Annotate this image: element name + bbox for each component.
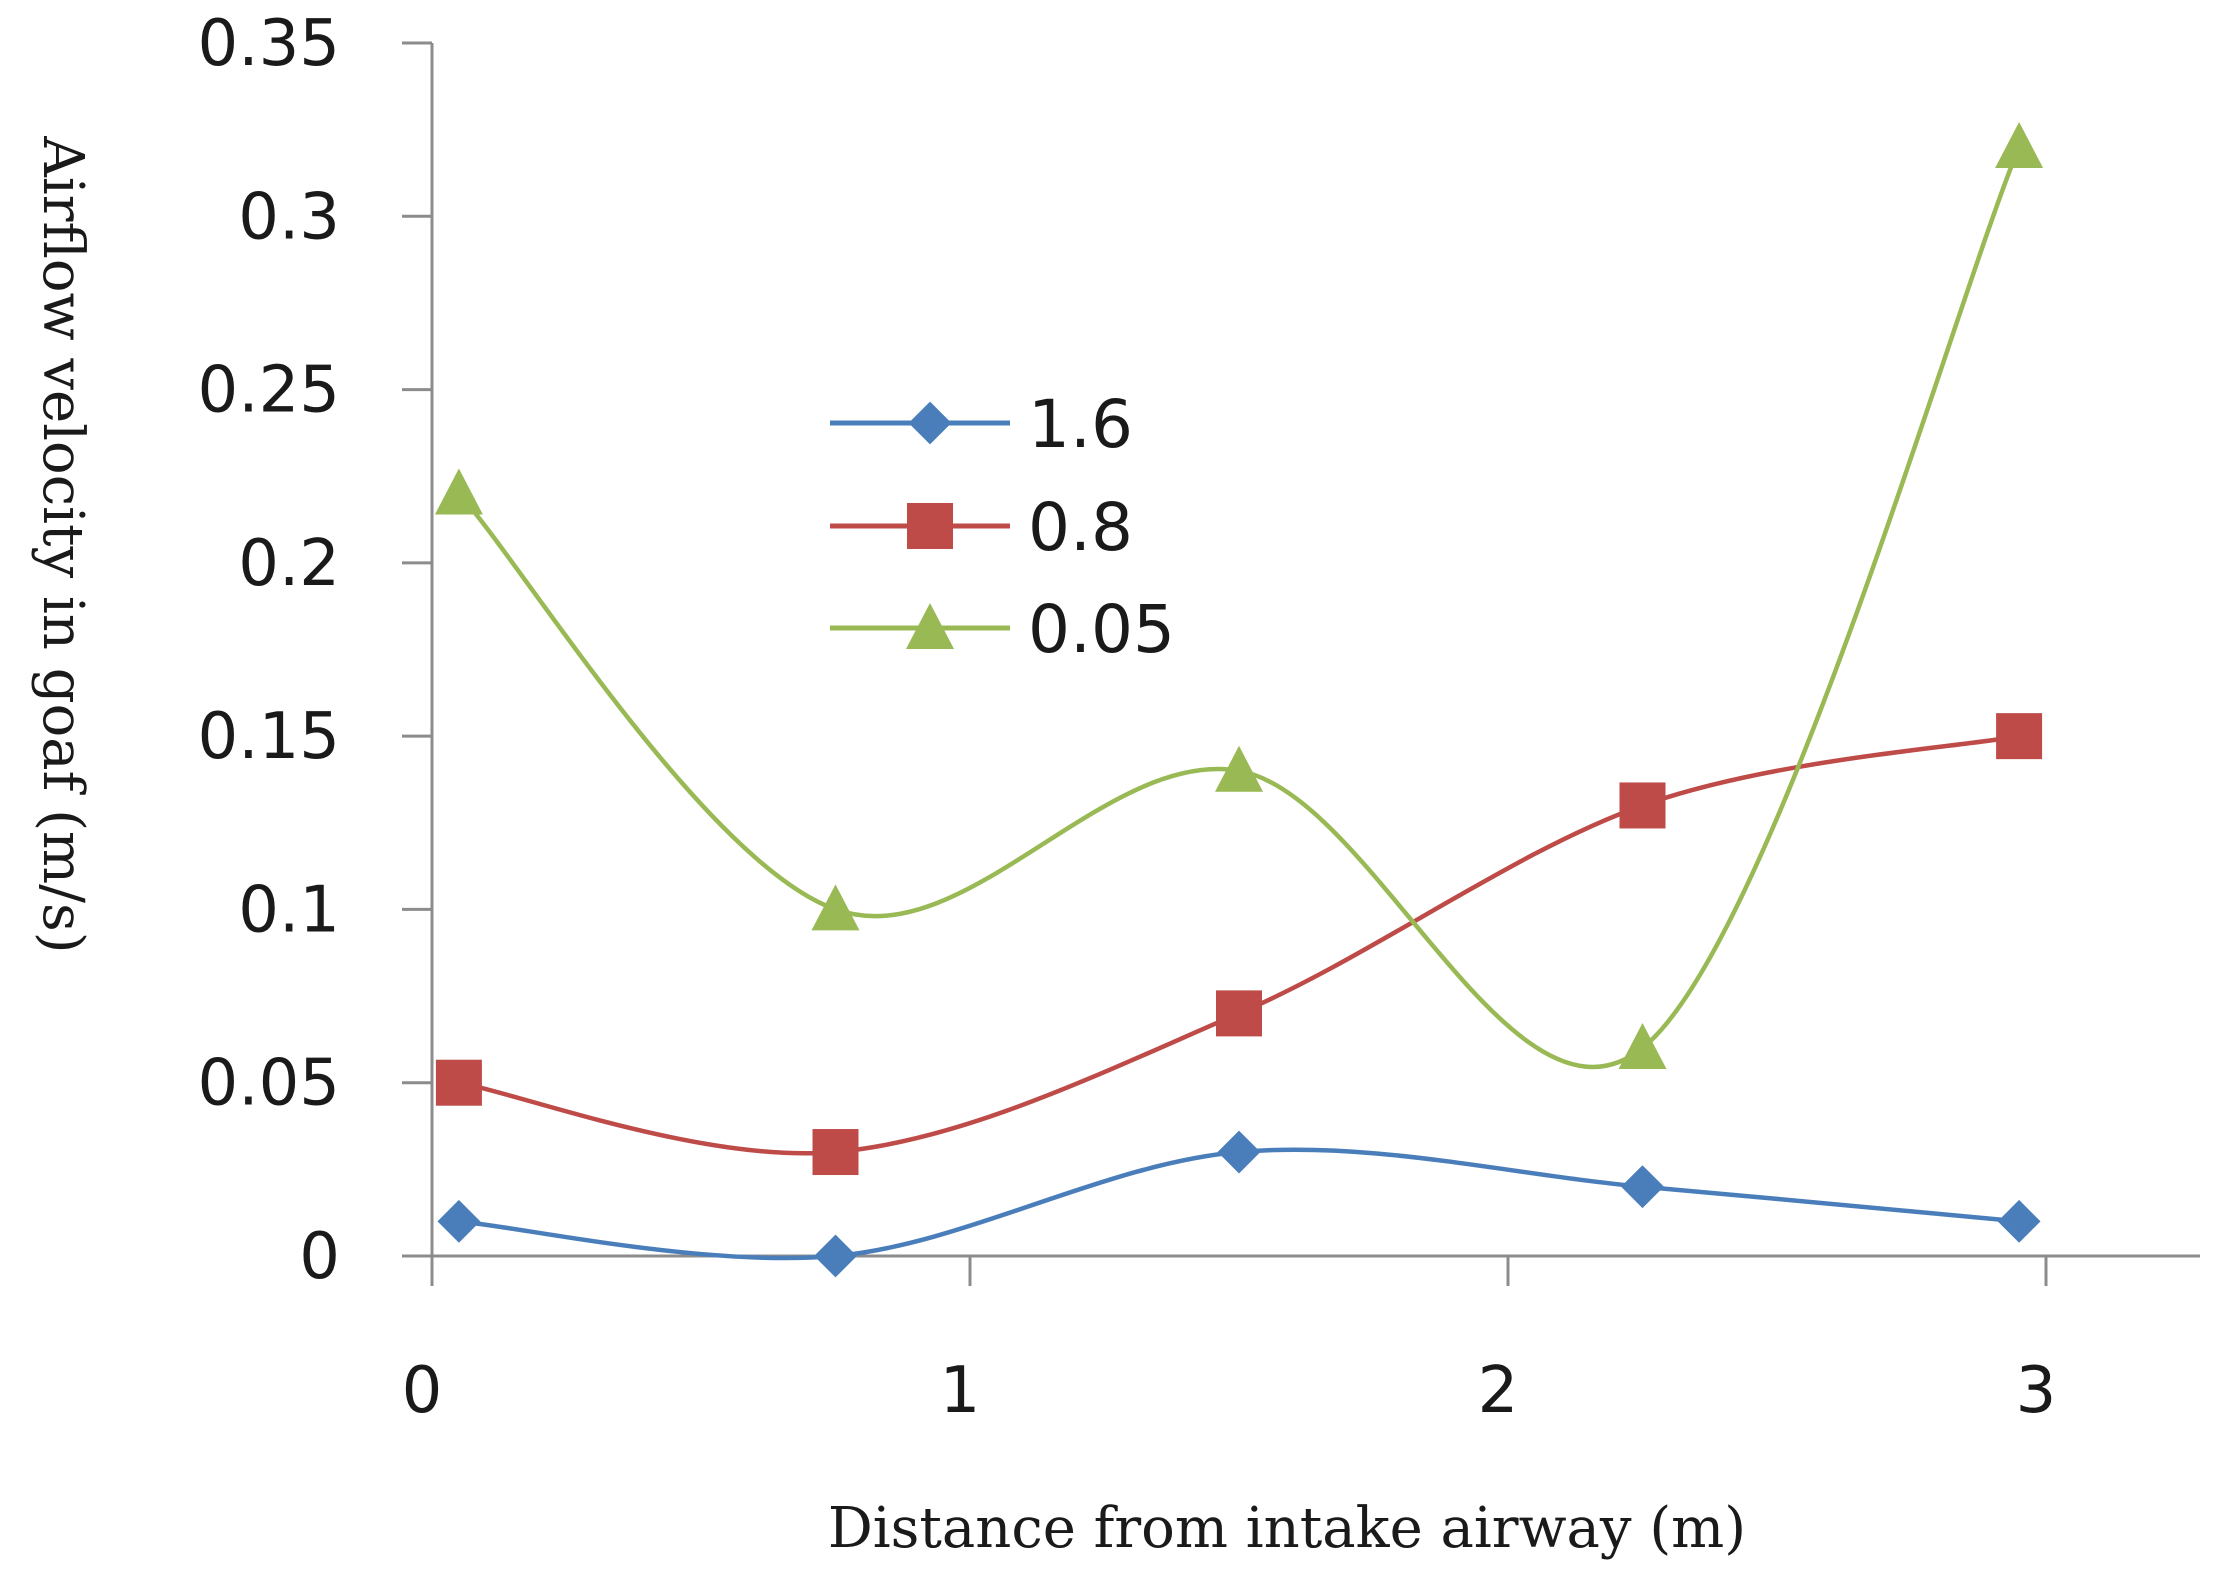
data-point xyxy=(435,1059,482,1106)
y-tick-label: 0.15 xyxy=(198,700,341,774)
legend-marker xyxy=(908,401,952,445)
x-tick-label: 2 xyxy=(1478,1354,1519,1428)
y-tick-label: 0.05 xyxy=(198,1047,341,1121)
legend: 1.6 0.8 0.05 xyxy=(830,386,1175,668)
legend-entry: 1.6 xyxy=(830,386,1133,463)
data-point xyxy=(1618,1023,1667,1070)
y-tick-label: 0.25 xyxy=(198,354,341,428)
y-tick-label: 0.1 xyxy=(238,873,340,947)
data-point xyxy=(1995,121,2044,168)
data-point xyxy=(812,1129,859,1176)
data-point xyxy=(814,1234,857,1278)
series-0-05 xyxy=(434,121,2044,1070)
series-line xyxy=(456,144,2022,1069)
legend-marker xyxy=(907,503,953,549)
y-tick-label: 0 xyxy=(299,1220,340,1294)
x-tick-label: 1 xyxy=(940,1354,981,1428)
data-point xyxy=(1621,1165,1664,1209)
legend-label: 0.8 xyxy=(1028,489,1133,566)
legend-marker xyxy=(906,603,954,649)
series-1-6 xyxy=(437,1130,2041,1278)
data-point xyxy=(1216,990,1262,1037)
y-axis-title: Airflow velocity in goaf (m/s) xyxy=(30,135,95,953)
legend-label: 0.05 xyxy=(1028,591,1175,668)
data-point xyxy=(434,468,483,515)
x-tick-label: 0 xyxy=(402,1354,443,1428)
data-point xyxy=(437,1199,481,1243)
data-point xyxy=(1215,745,1263,792)
data-point xyxy=(1619,782,1666,829)
x-axis-title: Distance from intake airway (m) xyxy=(828,1496,1746,1561)
legend-label: 1.6 xyxy=(1028,386,1133,463)
x-tick-label: 3 xyxy=(2016,1354,2057,1428)
legend-entry: 0.8 xyxy=(830,489,1133,566)
y-tick-label: 0.3 xyxy=(238,180,340,254)
data-point xyxy=(1996,713,2043,760)
series-layer xyxy=(434,121,2044,1278)
data-point xyxy=(811,884,860,931)
series-0-8 xyxy=(435,713,2043,1176)
legend-entry: 0.05 xyxy=(830,591,1175,668)
y-tick-label: 0.35 xyxy=(198,7,341,81)
axes: 0 0.05 0.1 0.15 0.2 0.25 0.3 0.35 0 1 2 3 xyxy=(198,7,2200,1428)
y-tick-label: 0.2 xyxy=(238,527,340,601)
data-point xyxy=(1217,1130,1261,1174)
data-point xyxy=(1997,1199,2041,1243)
